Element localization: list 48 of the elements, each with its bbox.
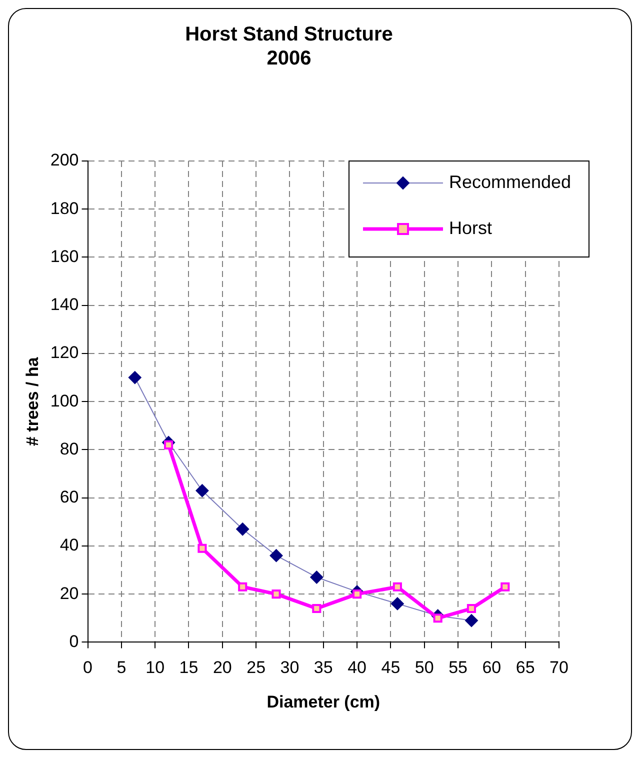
y-tick-label: 140 xyxy=(50,295,79,314)
x-tick-label: 5 xyxy=(116,658,126,678)
y-tick-label: 60 xyxy=(60,488,79,507)
y-tick-label: 40 xyxy=(60,536,79,555)
y-tick-label: 120 xyxy=(50,343,79,362)
x-tick-label: 70 xyxy=(550,658,568,678)
x-tick-label: 20 xyxy=(212,658,232,678)
point xyxy=(128,371,142,384)
point xyxy=(238,582,248,592)
x-tick-label: 45 xyxy=(381,658,400,678)
point xyxy=(466,604,476,614)
point xyxy=(433,614,442,623)
y-tick-label: 20 xyxy=(60,584,79,603)
point xyxy=(500,582,510,592)
x-tick-label: 40 xyxy=(348,658,367,678)
x-tick-label: 30 xyxy=(280,658,300,678)
x-tick-label: 10 xyxy=(146,658,165,678)
point xyxy=(198,544,207,553)
point xyxy=(352,590,362,599)
x-tick-label: 15 xyxy=(179,658,198,678)
y-tick-label: 0 xyxy=(69,632,79,651)
point xyxy=(312,604,322,614)
legend-label: Horst xyxy=(449,218,492,238)
legend-label: Recommended xyxy=(449,172,572,192)
x-tick-label: 55 xyxy=(448,658,468,678)
y-axis-title: # trees / ha xyxy=(22,356,42,446)
point xyxy=(272,590,281,599)
point xyxy=(196,484,209,498)
point xyxy=(390,597,404,610)
x-tick-label: 25 xyxy=(246,658,266,678)
x-tick-label: 60 xyxy=(482,658,502,678)
point xyxy=(310,570,324,584)
point xyxy=(236,522,250,536)
y-tick-label: 160 xyxy=(50,246,79,266)
chart-title: Horst Stand Structure 2006 xyxy=(185,24,393,70)
point xyxy=(270,549,283,562)
y-tick-label: 200 xyxy=(50,150,79,170)
point xyxy=(392,582,402,592)
x-tick-label: 0 xyxy=(83,658,92,678)
point xyxy=(464,614,478,628)
point xyxy=(164,440,174,450)
x-axis-title: Diameter (cm) xyxy=(266,692,380,712)
y-tick-label: 80 xyxy=(60,439,79,458)
x-tick-label: 65 xyxy=(516,658,535,678)
x-tick-label: 50 xyxy=(414,658,434,678)
x-tick-label: 35 xyxy=(314,658,333,678)
y-tick-label: 100 xyxy=(50,391,79,410)
y-tick-label: 180 xyxy=(50,198,79,218)
